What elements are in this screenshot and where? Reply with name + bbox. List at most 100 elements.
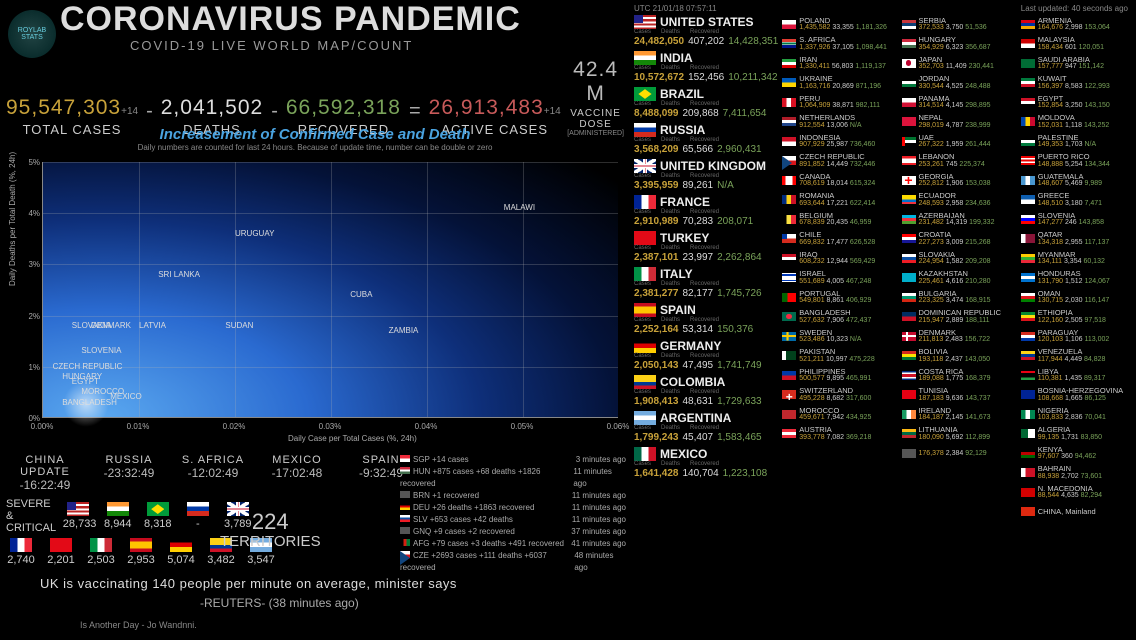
country-name: UAE — [919, 134, 991, 142]
country-row-small: LIBYA110,381 1,435 89,317 — [1021, 366, 1136, 384]
country-deaths: 14,319 — [946, 219, 967, 226]
country-row-small: GREECE148,510 3,180 7,471 — [1021, 191, 1136, 209]
country-deaths: 1,959 — [946, 141, 964, 148]
flag-icon — [782, 156, 796, 165]
country-name: IRAQ — [799, 251, 875, 259]
flag-icon — [1021, 332, 1035, 341]
flag-icon — [902, 254, 916, 263]
flag-icon — [187, 502, 209, 516]
feed-ago: 48 minutes ago — [574, 550, 626, 574]
country-deaths: 209,868 — [683, 108, 719, 119]
country-deaths: 13,006 — [827, 122, 848, 129]
flag-icon — [782, 332, 796, 341]
country-name: DENMARK — [919, 329, 991, 337]
country-name: LITHUANIA — [919, 426, 991, 434]
news-feed: SGP +14 cases3 minutes agoHUN +875 cases… — [400, 454, 626, 574]
severe-value: 28,733 — [63, 518, 93, 530]
chart-plot-area: MALAWIURUGUAYSRI LANKACUBASUDANZAMBIALAT… — [42, 162, 618, 418]
country-deaths: 47,495 — [683, 360, 714, 371]
feed-text: DEU +26 deaths +1863 recovered — [413, 503, 534, 512]
country-row-small: CZECH REPUBLIC891,852 14,449 732,446 — [782, 152, 897, 170]
chart-title: Increasement of Confirmed Case and Death — [8, 126, 622, 143]
country-deaths: 1,512 — [1065, 278, 1083, 285]
country-deaths: 2,836 — [1065, 414, 1083, 421]
country-recovered: 153,064 — [1085, 24, 1110, 31]
chart-subtitle: Daily numbers are counted for last 24 ho… — [8, 143, 622, 152]
country-deaths: 89,261 — [683, 180, 714, 191]
flag-icon — [1021, 117, 1035, 126]
country-name: HUNGARY — [919, 36, 991, 44]
country-column-large: UNITED STATESCasesDeathsRecovered24,482,… — [634, 15, 778, 522]
country-name: PARAGUAY — [1038, 329, 1110, 337]
country-recovered: 9,989 — [1085, 180, 1103, 187]
country-row-small: BULGARIA223,325 3,474 168,915 — [902, 288, 1017, 306]
country-name: NIGERIA — [1038, 407, 1106, 415]
flag-icon — [782, 98, 796, 107]
country-deaths: 947 — [1065, 63, 1077, 70]
country-row-small: VENEZUELA117,944 4,449 84,828 — [1021, 347, 1136, 365]
feed-row: GNQ +9 cases +2 recovered37 minutes ago — [400, 526, 626, 538]
country-deaths: 2,030 — [1065, 297, 1083, 304]
severe-flag-col: 8,944 — [103, 502, 133, 530]
country-cases: 2,387,101 — [634, 252, 679, 263]
flag-icon — [107, 502, 129, 516]
severe-flag-col: 2,503 — [86, 538, 116, 566]
now-playing: Is Another Day - Jo Wandnni. — [80, 620, 197, 630]
country-row-small: CROATIA227,273 3,009 215,268 — [902, 230, 1017, 248]
country-deaths: 53,314 — [683, 324, 714, 335]
country-row-small: MYANMAR134,111 3,354 60,132 — [1021, 249, 1136, 267]
country-row-small: ETHIOPIA122,160 2,505 97,518 — [1021, 308, 1136, 326]
country-deaths: 7,942 — [827, 414, 845, 421]
country-deaths: 12,944 — [827, 258, 848, 265]
country-cases: 184,187 — [919, 414, 944, 421]
country-cases: 24,482,050 — [634, 36, 684, 47]
flag-icon — [1021, 312, 1035, 321]
feed-row: BRN +1 recovered11 minutes ago — [400, 490, 626, 502]
country-recovered: 97,518 — [1085, 317, 1106, 324]
country-row-small: PANAMA314,514 4,145 298,895 — [902, 93, 1017, 111]
chart-point: ZAMBIA — [389, 326, 419, 335]
flag-icon — [400, 491, 410, 498]
flag-icon — [1021, 234, 1035, 243]
country-deaths: 1,435 — [1065, 375, 1083, 382]
total-cases-value: 95,547,303 — [6, 96, 121, 119]
severe-critical-label: SEVERE & CRITICAL — [6, 498, 60, 534]
country-name: POLAND — [799, 17, 887, 25]
country-name: UNITED STATES — [660, 15, 754, 29]
country-row-small: ALGERIA99,135 1,731 83,850 — [1021, 425, 1136, 443]
country-cases: 103,833 — [1038, 414, 1063, 421]
country-recovered: 238,999 — [965, 122, 990, 129]
country-row-small: IRAQ608,232 12,944 569,429 — [782, 249, 897, 267]
country-name: ITALY — [660, 267, 693, 281]
country-cases: 117,944 — [1038, 356, 1063, 363]
country-deaths: 2,998 — [1065, 24, 1083, 31]
country-name: MOLDOVA — [1038, 114, 1110, 122]
country-recovered: 150,376 — [717, 324, 753, 335]
country-deaths: 2,437 — [945, 356, 963, 363]
update-box: RUSSIA-23:32:49 — [90, 454, 168, 492]
country-cases: 521,211 — [799, 356, 824, 363]
flag-icon — [1021, 39, 1035, 48]
flag-icon — [902, 312, 916, 321]
country-deaths: 23,997 — [683, 252, 714, 263]
country-recovered: 234,636 — [965, 200, 990, 207]
flag-icon — [782, 20, 796, 29]
flag-icon — [902, 137, 916, 146]
country-recovered: 434,925 — [846, 414, 871, 421]
country-deaths: 1,582 — [946, 258, 964, 265]
country-name: TUNISIA — [919, 387, 991, 395]
country-recovered: 134,344 — [1085, 161, 1110, 168]
flag-icon — [782, 429, 796, 438]
country-cases: 157,777 — [1038, 63, 1063, 70]
country-row-large: GERMANYCasesDeathsRecovered2,050,143 47,… — [634, 339, 778, 371]
country-name: PALESTINE — [1038, 134, 1096, 142]
country-row-small: LEBANON253,261 745 225,374 — [902, 152, 1017, 170]
country-name: DOMINICAN REPUBLIC — [919, 309, 1002, 317]
country-row-small: POLAND1,435,582 33,355 1,181,326 — [782, 15, 897, 33]
country-recovered: N/A — [850, 336, 862, 343]
country-cases: 912,554 — [799, 122, 824, 129]
total-cases-delta: +14 — [121, 106, 138, 117]
update-country: CHINA UPDATE — [6, 454, 84, 478]
country-row-small: BANGLADESH527,632 7,906 472,437 — [782, 308, 897, 326]
country-recovered: 143,150 — [1085, 102, 1110, 109]
